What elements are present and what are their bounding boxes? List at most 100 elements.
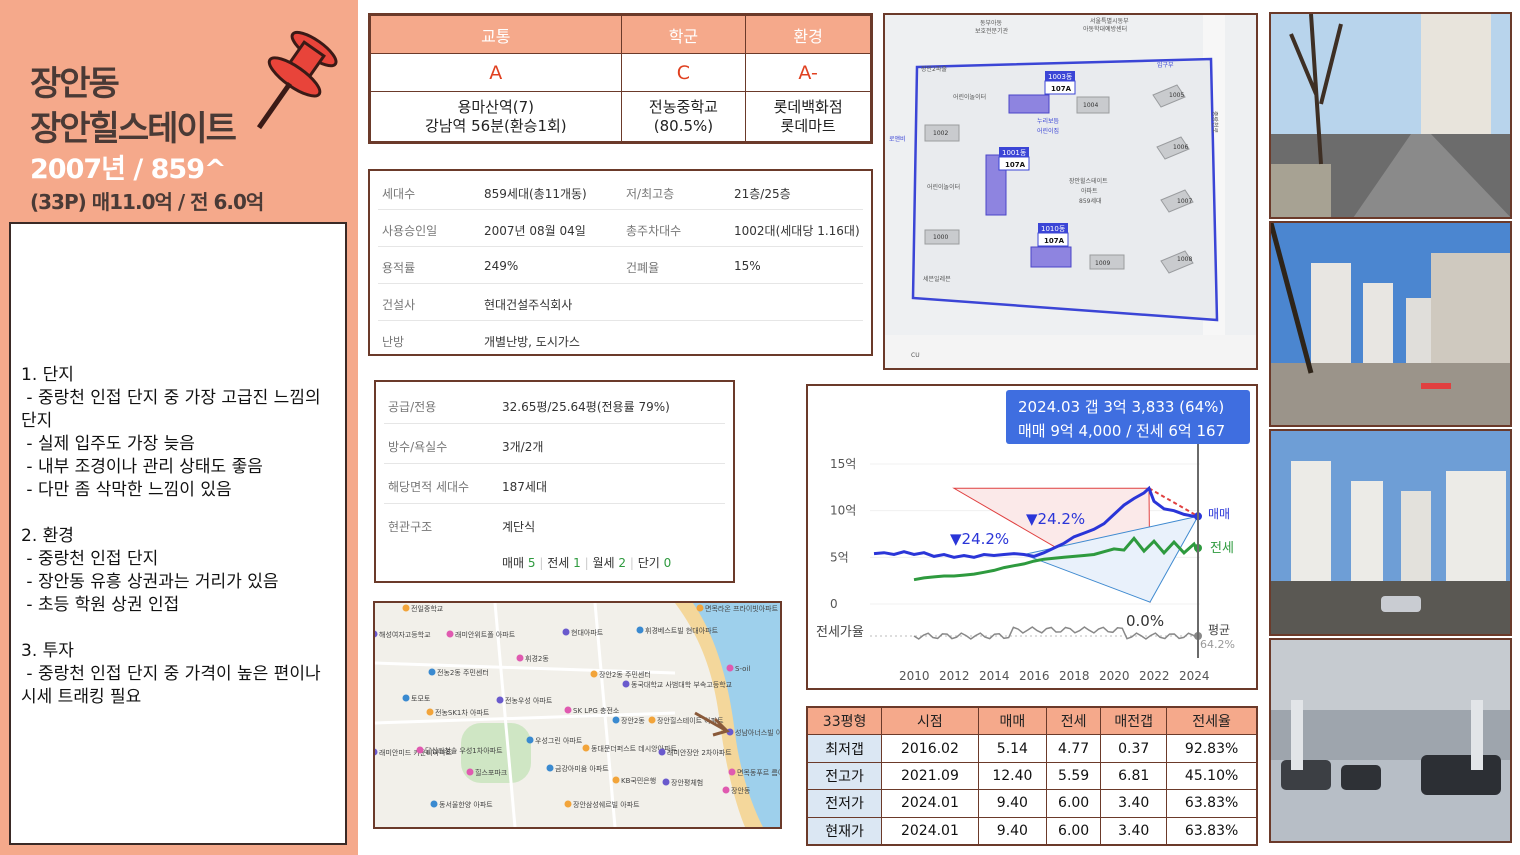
photo-entrance [1269,221,1512,427]
series-line [913,536,1200,582]
grade-detail-school: 전농중학교 (80.5%) [620,91,747,142]
map-pin-icon [430,800,438,808]
map-pin-icon [564,706,572,714]
map-label: 성남아너스빌 아파트 [735,728,780,737]
map-label: 전일중학교 [411,604,444,613]
svg-text:1008: 1008 [1177,256,1192,263]
svg-text:859세대: 859세대 [1079,197,1102,205]
map-label: 동국대학교 사범대학 부속고등학교 [631,680,733,689]
map-pin-icon [402,694,410,702]
price-header: 33평형 [806,706,883,736]
map-label: 답십리청솔 우성1차아파트 [425,746,503,755]
price-summary: (33P) 매11.0억 / 전 6.0억 [30,190,264,214]
map-pin-icon [636,626,644,634]
map-label: 래미안위트폴 아파트 [455,630,516,639]
map-label: 현대아파트 [571,628,604,637]
map-label: 금강아미움 아파트 [555,764,609,773]
map-pin-icon [564,800,572,808]
grade-school: C [620,53,747,92]
svg-text:107A: 107A [1051,85,1072,93]
photo-parking [1269,638,1512,843]
listing-short-link[interactable]: 단기 0 [637,556,672,570]
map-pin-icon [516,654,524,662]
map-pin-icon [726,664,734,672]
x-tick-label: 2014 [979,669,1010,683]
chart-tooltip-line2: 매매 9억 4,000 / 전세 6억 167 [1018,422,1225,440]
info-row: 해당면적 세대수 187세대 [384,464,725,504]
info-row: 현관구조 계단식 [388,520,536,534]
listing-sale-link[interactable]: 매매 5 [502,556,536,570]
map-pin-icon [612,776,620,784]
svg-text:1005: 1005 [1169,92,1184,99]
series-line [873,485,1198,559]
map-pin-icon [728,768,736,776]
notes-box: 1. 단지 - 중랑천 인접 단지 중 가장 고급진 느낌의 단지 - 실제 입… [9,222,347,845]
x-tick-label: 2016 [1019,669,1050,683]
svg-text:1009: 1009 [1095,260,1110,267]
price-header: 매매 [977,706,1048,736]
ratio-line [913,626,1199,640]
map-label: 전농우성 아파트 [505,696,553,705]
grade-header-transport: 교통 [370,15,622,54]
map-pin-icon [622,680,630,688]
price-header: 매전갭 [1100,706,1168,736]
svg-text:어린이집: 어린이집 [1037,127,1059,135]
svg-text:어린이놀이터: 어린이놀이터 [927,183,960,191]
table-row: 전고가 2021.09 12.40 5.59 6.81 45.10% [806,761,1258,791]
map-label: 장안평체험 [671,778,703,787]
svg-text:107A: 107A [1044,237,1065,245]
legend-jeonse: 전세 [1210,541,1234,556]
listing-jeonse-link[interactable]: 전세 1 [547,556,581,570]
photo-street [1269,12,1512,219]
info-row: 건설사 현대건설주식회사 [378,284,863,321]
x-tick-label: 2024 [1179,669,1210,683]
map-pin-icon [546,764,554,772]
price-header: 시점 [881,706,979,736]
annotation-drop-1: ▼24.2% [950,530,1009,548]
map-label: 장안동 [731,786,751,795]
svg-text:어린이놀이터: 어린이놀이터 [953,93,986,101]
map-label: KB국민은행 [621,776,656,785]
svg-text:1007: 1007 [1177,198,1192,205]
left-panel: 장안동 장안힐스테이트 2007년 / 859^ (33P) 매11.0억 / … [0,0,358,855]
svg-text:세븐일레븐: 세븐일레븐 [923,275,951,283]
svg-text:누리보듬: 누리보듬 [1037,117,1060,125]
svg-text:장안힐스테이트: 장안힐스테이트 [1069,177,1108,185]
svg-text:1001동: 1001동 [1002,149,1027,157]
chart-tooltip-line1: 2024.03 갭 3억 3,833 (64%) [1018,398,1224,416]
table-row: 최저갭 2016.02 5.14 4.77 0.37 92.83% [806,734,1258,763]
grade-header-environment: 환경 [745,15,871,54]
map-pin-icon [466,768,474,776]
grade-table: 교통 학군 환경 A C A- 용마산역(7) 강남역 56분(환승1회) 전농중… [368,13,873,144]
annotation-zero: 0.0% [1126,612,1164,630]
svg-text:보호전문기관: 보호전문기관 [975,27,1009,35]
svg-text:1004: 1004 [1083,102,1098,109]
map-pin-icon [582,744,590,752]
map-pin-icon [590,670,598,678]
map-pin-icon [402,604,410,612]
svg-text:서울특별시동부: 서울특별시동부 [1090,17,1129,25]
x-tick-label: 2010 [899,669,930,683]
grade-environment: A- [745,53,871,92]
table-row: 현재가 2024.01 9.40 6.00 3.40 63.83% [806,816,1258,846]
grade-detail-transport: 용마산역(7) 강남역 56분(환승1회) [370,91,622,142]
svg-text:1003동: 1003동 [1048,73,1073,81]
map-label: 휘경2동 [525,654,549,663]
ratio-avg-value: 64.2% [1200,638,1235,651]
map-label: SK LPG 충전소 [573,706,620,715]
price-table: 33평형 시점 매매 전세 매전갭 전세율 최저갭 2016.02 5.14 4.77… [806,706,1258,846]
x-tick-label: 2020 [1099,669,1130,683]
neighborhood-map: 전일중학교 해성여자고등학교 래미안위트폴 아파트 휘경베스트빌 현대아파트 면목라온 … [373,601,782,829]
y-tick-label: 5억 [830,550,849,564]
legend-sale: 매매 [1208,507,1230,521]
annotation-drop-2: ▼24.2% [1026,510,1085,528]
svg-text:1010동: 1010동 [1041,225,1066,233]
map-pin-icon [658,748,666,756]
map-pin-icon [562,628,570,636]
y-tick-label: 15억 [830,457,856,471]
x-tick-label: 2012 [939,669,970,683]
map-pin-icon [446,630,454,638]
listing-monthly-link[interactable]: 월세 2 [592,556,627,570]
grade-header-school: 학군 [620,15,747,54]
map-pin-icon [416,746,424,754]
